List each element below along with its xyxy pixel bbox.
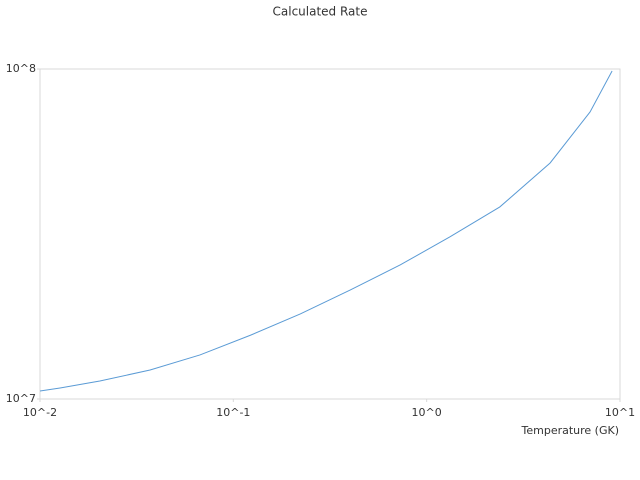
x-axis-label: Temperature (GK)	[521, 424, 620, 437]
x-tick-label: 10^0	[412, 406, 442, 419]
plot-area	[39, 68, 621, 400]
y-tick-label: 10^7	[6, 392, 36, 405]
x-tick-label: 10^1	[605, 406, 635, 419]
line	[39, 70, 613, 392]
chart-title: Calculated Rate	[273, 5, 368, 19]
x-tick-label: 10^-1	[216, 406, 250, 419]
x-tick-label: 10^-2	[23, 406, 57, 419]
y-tick-label: 10^8	[6, 62, 36, 75]
